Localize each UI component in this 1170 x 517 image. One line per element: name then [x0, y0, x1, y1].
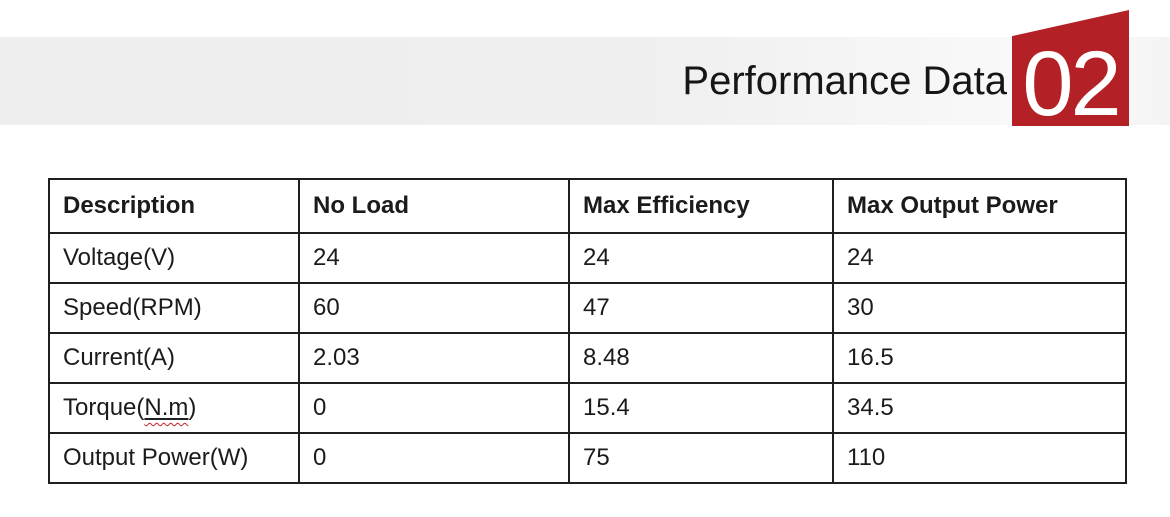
- column-header-description: Description: [48, 178, 300, 234]
- value-cell: 47: [568, 282, 834, 334]
- value-cell: 2.03: [298, 332, 570, 384]
- row-label-cell: Current(A): [48, 332, 300, 384]
- column-header-max-output-power: Max Output Power: [832, 178, 1127, 234]
- table-row-output-power: Output Power(W) 0 75 110: [48, 432, 1127, 484]
- value-cell: 16.5: [832, 332, 1127, 384]
- value-cell: 0: [298, 432, 570, 484]
- torque-unit-wavy-underline: N.m: [144, 394, 188, 421]
- column-header-max-efficiency: Max Efficiency: [568, 178, 834, 234]
- page-title: Performance Data: [682, 58, 1007, 103]
- performance-table: Description No Load Max Efficiency Max O…: [48, 178, 1127, 484]
- value-cell: 15.4: [568, 382, 834, 434]
- value-cell: 110: [832, 432, 1127, 484]
- row-label-cell: Speed(RPM): [48, 282, 300, 334]
- value-cell: 24: [568, 232, 834, 284]
- row-label-cell: Voltage(V): [48, 232, 300, 284]
- value-cell: 8.48: [568, 332, 834, 384]
- row-label-cell: Output Power(W): [48, 432, 300, 484]
- torque-label-prefix: Torque(: [63, 394, 145, 421]
- table-row-voltage: Voltage(V) 24 24 24: [48, 232, 1127, 284]
- table-header-row: Description No Load Max Efficiency Max O…: [48, 178, 1127, 234]
- value-cell: 24: [298, 232, 570, 284]
- value-cell: 0: [298, 382, 570, 434]
- badge-number: 02: [1022, 33, 1121, 135]
- torque-unit-term: N.m: [144, 394, 189, 421]
- value-cell: 34.5: [832, 382, 1127, 434]
- value-cell: 30: [832, 282, 1127, 334]
- value-cell: 24: [832, 232, 1127, 284]
- value-cell: 75: [568, 432, 834, 484]
- row-label-cell: Torque(N.m): [48, 382, 300, 434]
- table-row-speed: Speed(RPM) 60 47 30: [48, 282, 1127, 334]
- table-row-current: Current(A) 2.03 8.48 16.5: [48, 332, 1127, 384]
- section-number-badge: 02: [1012, 10, 1129, 126]
- table-row-torque: Torque(N.m) 0 15.4 34.5: [48, 382, 1127, 434]
- torque-label-suffix: ): [188, 394, 197, 421]
- value-cell: 60: [298, 282, 570, 334]
- header-band: [0, 37, 1170, 125]
- column-header-no-load: No Load: [298, 178, 570, 234]
